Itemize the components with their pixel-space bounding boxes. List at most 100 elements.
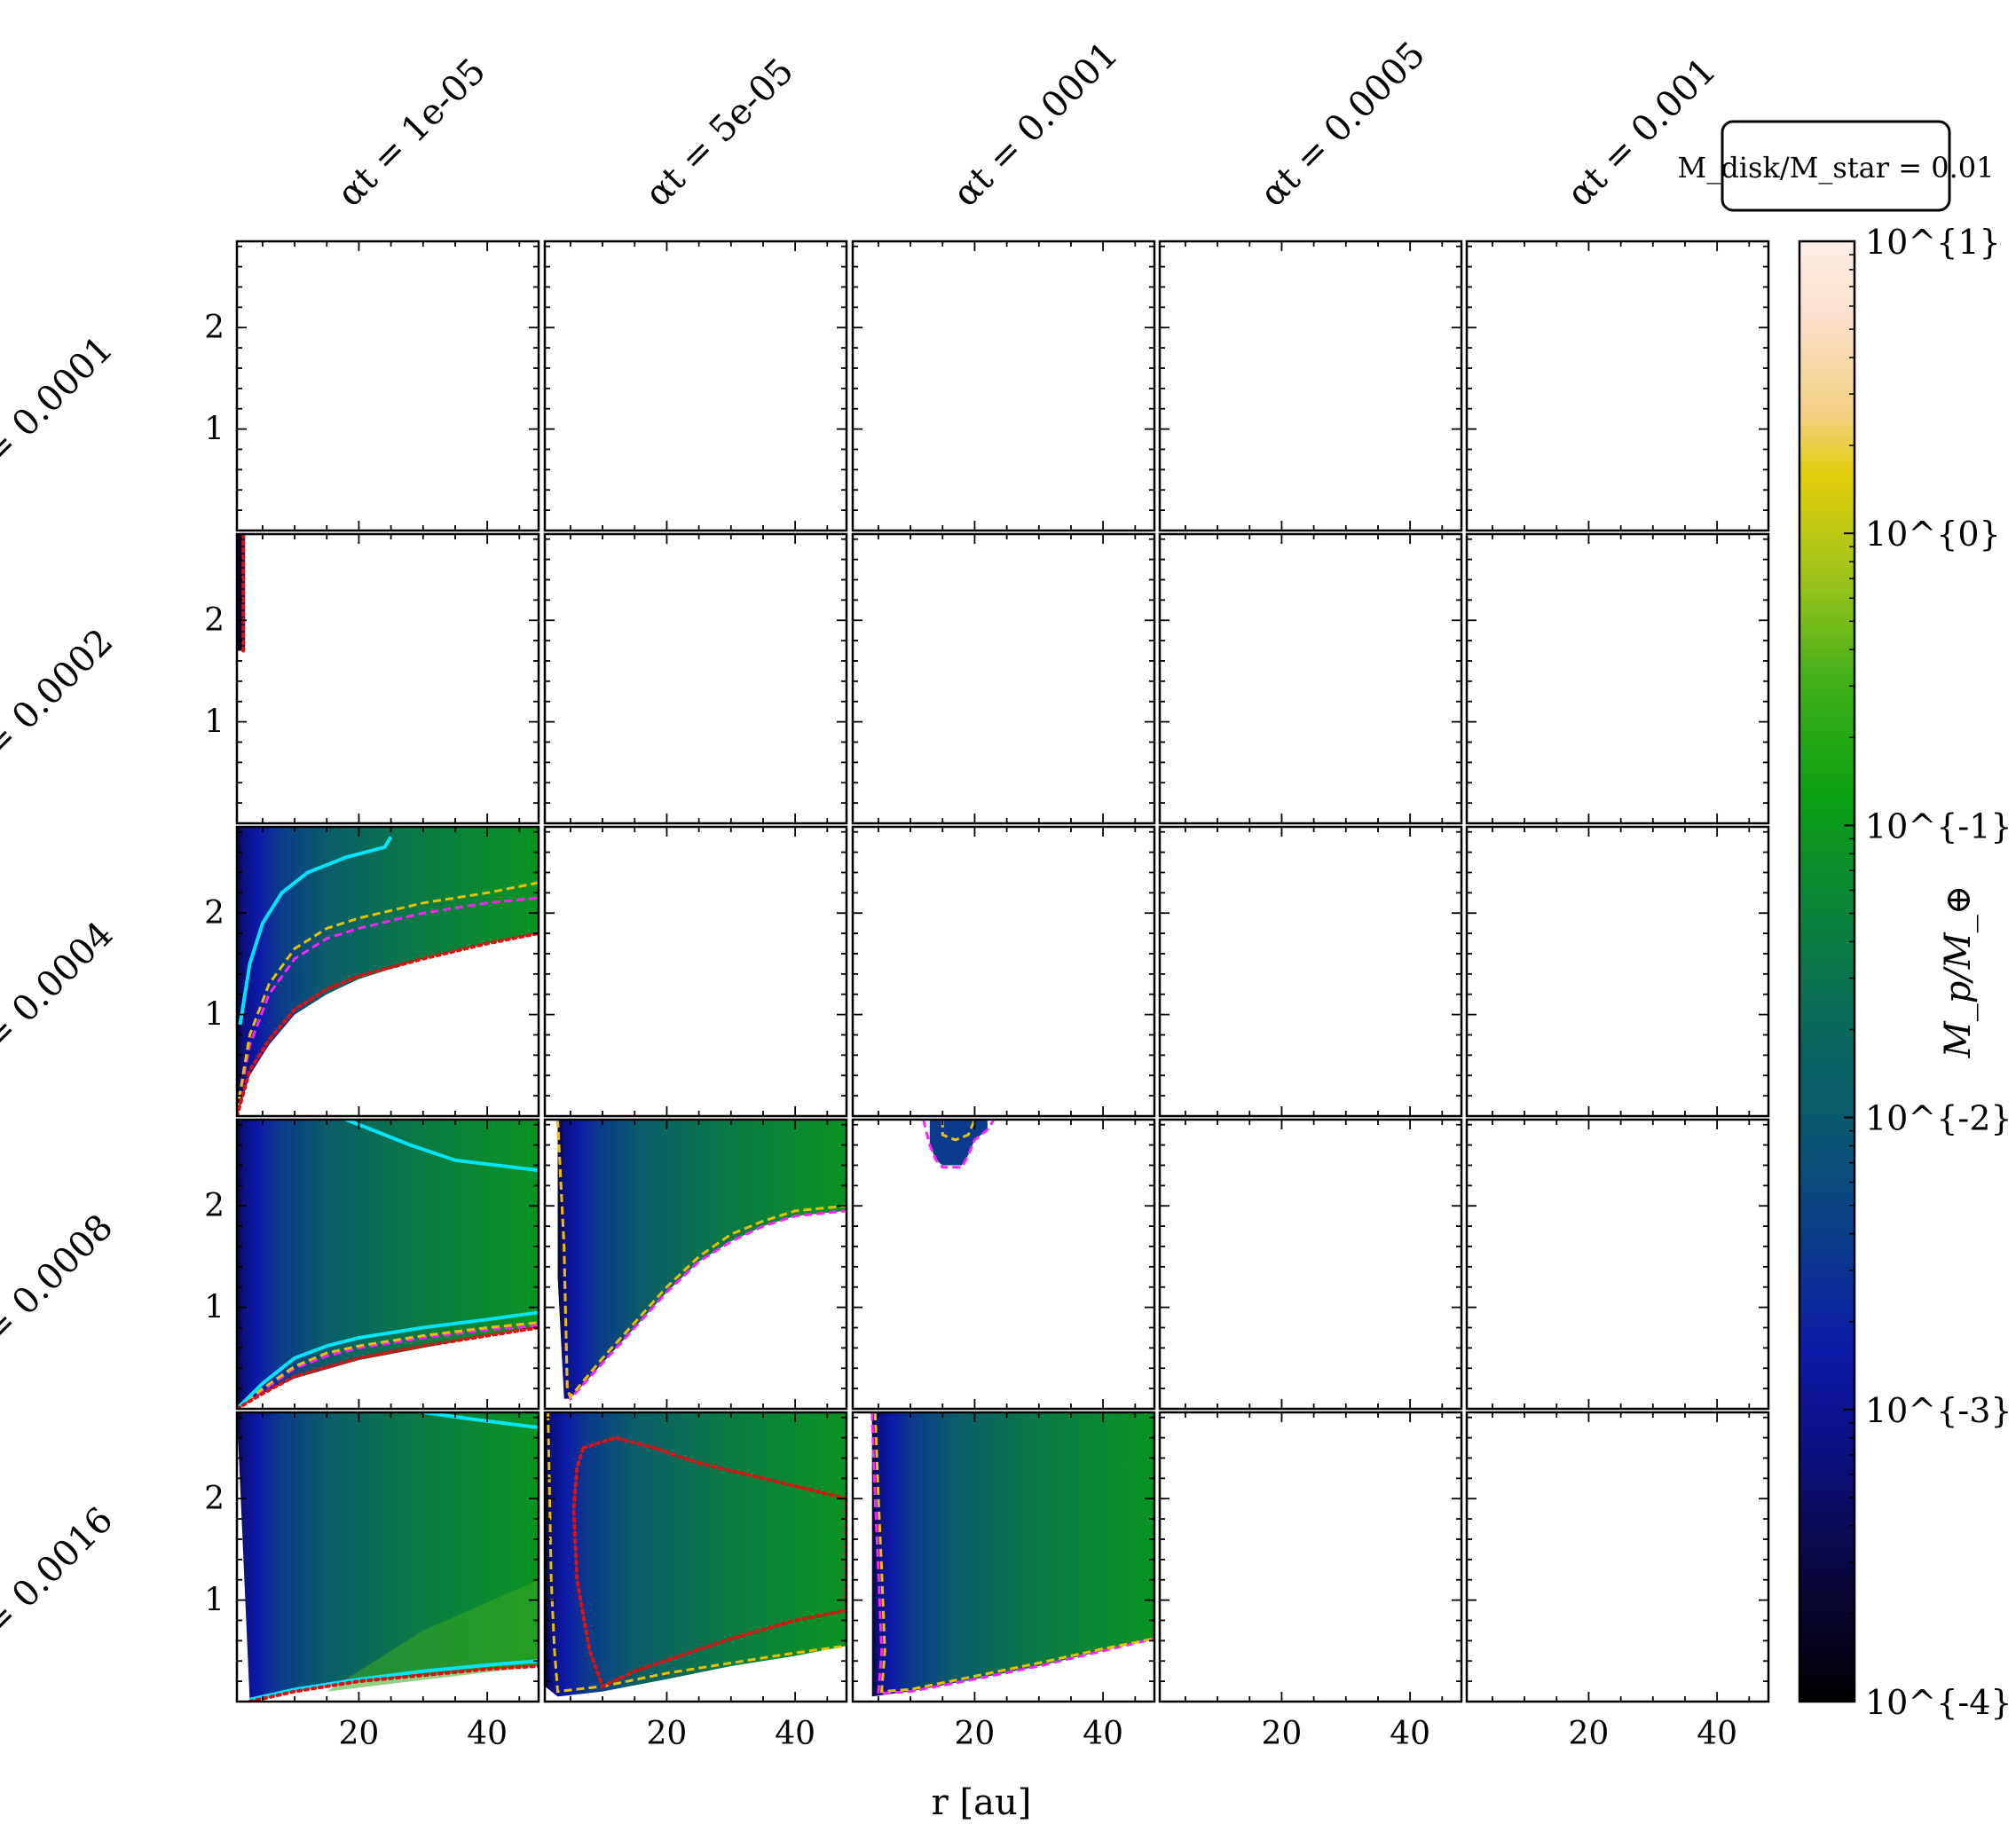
panel-background <box>1160 534 1461 823</box>
x-axis-label: r [au] <box>932 1782 1032 1823</box>
contour-solid-top <box>422 1412 539 1430</box>
panel-content <box>853 241 1154 531</box>
panel-frame <box>851 1411 1156 1703</box>
column-title: αt = 5e-05 <box>638 51 802 215</box>
contour-solid <box>249 1659 539 1702</box>
column-title: αt = 0.001 <box>1560 50 1725 215</box>
contour-dashed-yellow <box>873 1412 1154 1694</box>
panel-background <box>237 241 539 531</box>
y-tick-label: 2 <box>204 895 224 932</box>
panel-content <box>545 534 847 823</box>
panel-content <box>545 1120 847 1409</box>
panel-frame <box>851 1118 1156 1411</box>
y-tick-label: 2 <box>204 1188 224 1224</box>
panel-content <box>1467 534 1768 823</box>
panel-frame <box>235 240 540 532</box>
panel-frame <box>1465 825 1770 1118</box>
x-tick-label: 40 <box>1697 1716 1737 1752</box>
panel-background <box>853 1120 1154 1409</box>
x-tick-label: 40 <box>775 1716 815 1752</box>
x-tick-label: 20 <box>339 1716 380 1752</box>
panel-r1-c1 <box>543 532 848 825</box>
panel-r3-c4 <box>1465 1118 1770 1411</box>
panel-frame <box>235 825 540 1118</box>
panel-background <box>1160 1120 1461 1409</box>
panel-frame <box>1465 1118 1770 1411</box>
heatmap-blob <box>929 1120 988 1166</box>
y-tick-label: 1 <box>204 1290 224 1326</box>
panel-content <box>853 1412 1154 1702</box>
panel-r4-c3 <box>1158 1411 1463 1703</box>
heatmap-region <box>871 1412 1154 1697</box>
row-title: L = 0.0002 <box>0 621 122 791</box>
panel-frame <box>1158 825 1463 1118</box>
panel-frame <box>543 240 848 532</box>
y-tick-label: 1 <box>204 1583 224 1619</box>
y-tick-label: 2 <box>204 1481 224 1517</box>
contour-dotted-red-closed <box>571 1435 847 1689</box>
panel-content <box>1160 1412 1461 1702</box>
panel-frame <box>1465 532 1770 825</box>
contour-dashed-yellow <box>556 1120 847 1400</box>
contour-solid <box>237 1310 539 1409</box>
panel-background <box>853 534 1154 823</box>
panel-background <box>1467 1120 1768 1409</box>
panel-r0-c0 <box>235 240 540 532</box>
legend-box <box>1721 120 1951 212</box>
contour-solid <box>238 836 393 1026</box>
panel-frame <box>543 532 848 825</box>
y-tick-label: 2 <box>204 602 224 639</box>
panel-r4-c0 <box>235 1411 540 1703</box>
panel-r2-c3 <box>1158 825 1463 1118</box>
x-tick-label: 20 <box>955 1716 996 1752</box>
contour-dashed-magenta <box>870 1412 1154 1695</box>
colorbar-gradient <box>1798 240 1856 1703</box>
colorbar-tick-label: 10^{0} <box>1865 515 2001 554</box>
panel-r0-c3 <box>1158 240 1463 532</box>
row-title: L = 0.0001 <box>0 328 122 499</box>
panel-r3-c0 <box>235 1118 540 1411</box>
column-title: αt = 1e-05 <box>330 51 494 215</box>
panel-frame <box>851 240 1156 532</box>
panel-r1-c4 <box>1465 532 1770 825</box>
panel-content <box>853 534 1154 823</box>
row-title: L = 0.0016 <box>0 1499 122 1670</box>
panel-r0-c4 <box>1465 240 1770 532</box>
panel-background <box>1467 827 1768 1116</box>
panel-frame <box>543 1411 848 1703</box>
panel-background <box>545 241 847 531</box>
panel-background <box>1160 241 1461 531</box>
panel-r4-c1 <box>543 1411 848 1703</box>
panel-r0-c1 <box>543 240 848 532</box>
panel-r3-c2 <box>851 1118 1156 1411</box>
panel-background <box>1160 827 1461 1116</box>
panels-layer <box>235 240 1770 1703</box>
panel-r2-c1 <box>543 825 848 1118</box>
panel-r4-c2 <box>851 1411 1156 1703</box>
panel-frame <box>543 825 848 1118</box>
panel-content <box>1467 1412 1768 1702</box>
contour-dashed-magenta <box>556 1120 847 1402</box>
panel-content <box>1160 241 1461 531</box>
row-title: L = 0.0004 <box>0 914 122 1084</box>
panel-content <box>545 827 847 1116</box>
panel-r1-c2 <box>851 532 1156 825</box>
x-tick-label: 20 <box>647 1716 688 1752</box>
y-tick-label: 1 <box>204 412 224 448</box>
heatmap-region <box>237 1120 539 1409</box>
y-tick-label: 1 <box>204 997 224 1034</box>
panel-content <box>237 534 539 823</box>
contour-dashed-yellow <box>941 1120 976 1142</box>
panel-content <box>545 241 847 531</box>
panel-frame <box>543 1118 848 1411</box>
panel-frame <box>1158 532 1463 825</box>
panel-r1-c0 <box>235 532 540 825</box>
panel-frame <box>1465 1411 1770 1703</box>
panel-content <box>237 1120 539 1409</box>
panel-r2-c0 <box>235 825 540 1118</box>
row-title: L = 0.0008 <box>0 1207 122 1377</box>
panel-frame <box>851 532 1156 825</box>
panel-background <box>1160 1412 1461 1702</box>
colorbar-tick-label: 10^{-3} <box>1865 1391 2012 1430</box>
